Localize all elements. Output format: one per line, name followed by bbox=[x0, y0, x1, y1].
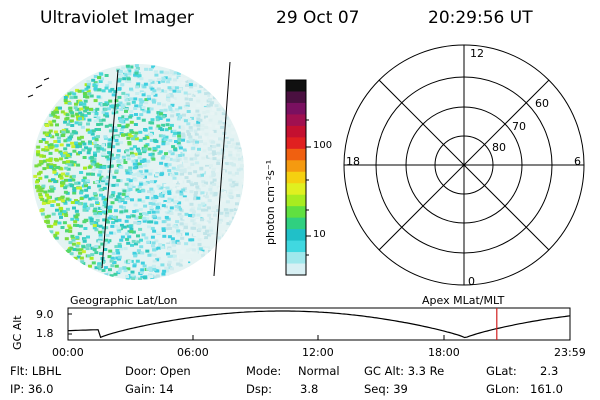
timeline-ticks bbox=[67, 313, 571, 340]
colorbar-tick-label-100: 100 bbox=[313, 140, 333, 151]
glat-label: GLat: bbox=[486, 364, 517, 378]
colorbar bbox=[286, 80, 306, 276]
dsp-label: Dsp: bbox=[246, 382, 273, 396]
colorbar-band bbox=[286, 194, 306, 207]
colorbar-tick-label-10: 10 bbox=[313, 229, 326, 240]
colorbar-band bbox=[286, 125, 306, 138]
colorbar-band bbox=[286, 252, 306, 265]
timeline-xtick-0600: 06:00 bbox=[177, 346, 209, 359]
polar-lat-label-80: 80 bbox=[492, 141, 506, 154]
glat-value: 2.3 bbox=[540, 364, 559, 378]
timeline-xtick-1800: 18:00 bbox=[428, 346, 460, 359]
colorbar-band bbox=[286, 148, 306, 161]
timeline-xtick-2359: 23:59 bbox=[554, 346, 586, 359]
disc-edge-marks bbox=[27, 77, 50, 98]
time-label: 20:29:56 UT bbox=[428, 8, 533, 28]
meridian-line-2 bbox=[213, 61, 231, 277]
mode-value: Normal bbox=[298, 364, 340, 378]
colorbar-band bbox=[286, 263, 306, 276]
colorbar-band bbox=[286, 217, 306, 230]
door-readout: Door: Open bbox=[125, 364, 191, 378]
polar-mlt-label-6: 6 bbox=[574, 155, 581, 168]
uv-image-disc bbox=[32, 64, 244, 280]
gc-alt-readout: GC Alt: 3.3 Re bbox=[364, 364, 445, 378]
gain-readout: Gain: 14 bbox=[125, 382, 174, 396]
colorbar-band bbox=[286, 102, 306, 116]
glon-label: GLon: bbox=[486, 382, 520, 396]
polar-lat-label-70: 70 bbox=[512, 120, 526, 133]
glon-value: 161.0 bbox=[530, 382, 563, 396]
polar-mlt-label-12: 12 bbox=[470, 47, 484, 60]
mode-label: Mode: bbox=[246, 364, 282, 378]
emission-speckles bbox=[33, 64, 244, 280]
polar-grid bbox=[343, 44, 585, 286]
colorbar-band bbox=[286, 114, 306, 127]
colorbar-band bbox=[286, 183, 306, 196]
seq-readout: Seq: 39 bbox=[364, 382, 408, 396]
timeline-frame bbox=[67, 307, 571, 341]
colorbar-band bbox=[286, 171, 306, 184]
colorbar-band bbox=[286, 206, 306, 219]
colorbar-band bbox=[286, 240, 306, 253]
altitude-curve bbox=[67, 310, 571, 339]
polar-mlt-label-0: 0 bbox=[468, 275, 475, 288]
timeline-ytick-1-8: 1.8 bbox=[36, 327, 54, 340]
meridian-line-1 bbox=[101, 69, 119, 269]
colorbar-band bbox=[286, 91, 306, 104]
colorbar-band bbox=[286, 160, 306, 173]
colorbar-band bbox=[286, 137, 306, 150]
timeline-right-title: Apex MLat/MLT bbox=[422, 294, 505, 307]
polar-mlt-label-18: 18 bbox=[346, 155, 360, 168]
dsp-value: 3.8 bbox=[300, 382, 319, 396]
timeline-y-axis-label: GC Alt bbox=[11, 315, 24, 350]
timeline-xtick-0000: 00:00 bbox=[52, 346, 84, 359]
timeline-left-title: Geographic Lat/Lon bbox=[70, 294, 178, 307]
colorbar-band bbox=[286, 80, 306, 93]
filter-readout: Flt: LBHL bbox=[10, 364, 62, 378]
polar-lat-label-60: 60 bbox=[535, 97, 549, 110]
timeline-ytick-9: 9.0 bbox=[36, 308, 54, 321]
colorbar-unit-label: photon cm⁻²s⁻¹ bbox=[264, 159, 277, 245]
instrument-title: Ultraviolet Imager bbox=[40, 8, 194, 28]
timeline-xtick-1200: 12:00 bbox=[302, 346, 334, 359]
colorbar-band bbox=[286, 229, 306, 242]
colorbar-frame bbox=[285, 79, 307, 276]
ip-readout: IP: 36.0 bbox=[10, 382, 54, 396]
date-label: 29 Oct 07 bbox=[276, 8, 360, 28]
